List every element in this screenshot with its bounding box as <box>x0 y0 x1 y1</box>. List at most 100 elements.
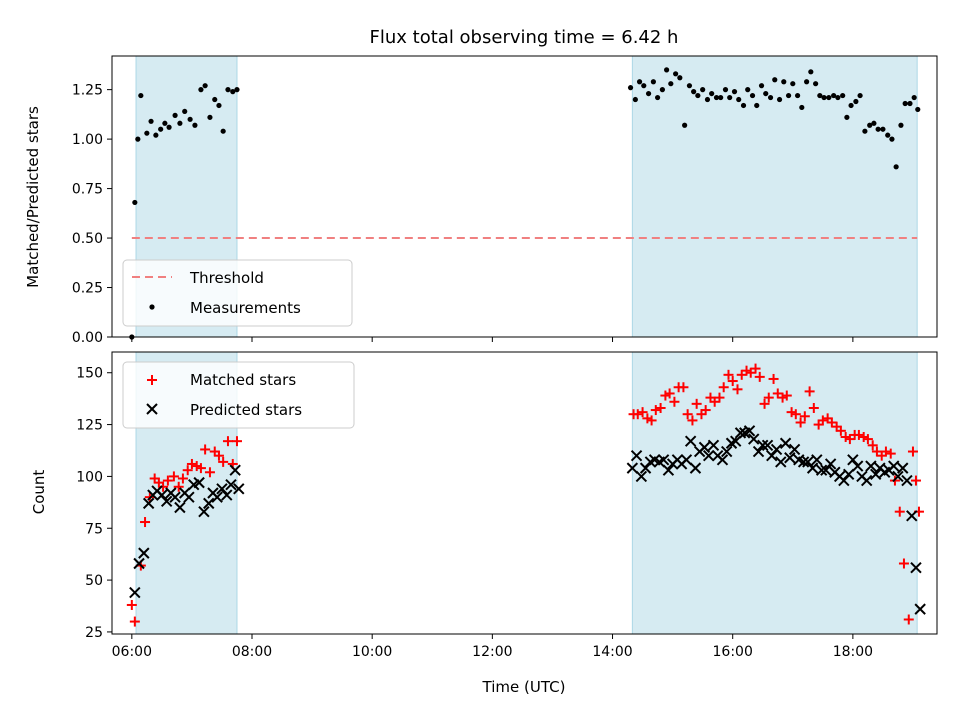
measurement-point <box>135 136 141 142</box>
top-axes-frame <box>111 55 938 338</box>
predicted-x-b <box>716 454 729 466</box>
matched-star-point <box>204 467 215 478</box>
matched-star-point <box>799 411 810 422</box>
y-tick-label: 150 <box>76 366 103 382</box>
predicted-x-b <box>662 464 675 476</box>
measurement-point <box>758 83 765 89</box>
measurement-point <box>636 79 643 85</box>
y-tick-label: 0.00 <box>72 330 103 346</box>
measurement-point <box>871 120 877 126</box>
predicted-star-point <box>626 462 639 474</box>
predicted-x-b <box>811 454 823 466</box>
predicted-star-point <box>720 445 733 458</box>
measurement-point <box>709 90 715 97</box>
predicted-star-point <box>684 435 697 447</box>
measurement-point <box>182 108 188 115</box>
measurement-point <box>772 77 778 83</box>
predicted-star-point <box>824 458 837 470</box>
measurement-point <box>776 96 783 103</box>
legend-predicted-label: Predicted stars <box>190 401 302 419</box>
predicted-star-point <box>779 437 792 449</box>
predicted-star-point <box>689 462 702 474</box>
measurement-point <box>220 128 226 134</box>
measurement-point <box>650 79 656 85</box>
matched-star-point <box>632 409 643 420</box>
legend-measurement-label: Measurements <box>190 299 301 317</box>
predicted-x-b <box>914 603 926 615</box>
predicted-star-point <box>870 468 882 481</box>
x-tick-label: 12:00 <box>472 644 512 660</box>
predicted-x-b <box>216 483 228 495</box>
measurement-point <box>915 106 921 113</box>
measurement-point <box>632 96 638 103</box>
measurement-point <box>627 85 634 91</box>
matched-star-point <box>880 446 891 457</box>
measurement-point <box>722 87 729 93</box>
matched-star-point <box>781 390 792 401</box>
matched-star-point <box>910 475 921 486</box>
measurement-point <box>745 87 751 93</box>
predicted-star-point <box>203 497 215 510</box>
matched-star-point <box>867 440 878 451</box>
measurement-point <box>148 118 154 124</box>
predicted-star-point <box>174 501 186 514</box>
legend-matched-label: Matched stars <box>190 371 296 389</box>
predicted-x-b <box>174 501 186 514</box>
predicted-x-b <box>757 439 769 452</box>
predicted-x-b <box>797 456 810 468</box>
measurement-point <box>207 114 213 120</box>
predicted-star-point <box>233 483 245 495</box>
matched-star-point <box>687 415 698 426</box>
matched-star-point <box>718 382 729 393</box>
matched-star-point <box>750 363 761 374</box>
predicted-star-point <box>229 464 241 476</box>
predicted-star-point <box>815 464 828 476</box>
measurement-point <box>785 92 792 99</box>
measurement-point <box>682 122 688 128</box>
measurement-point <box>153 132 159 138</box>
matched-star-point <box>129 616 140 627</box>
predicted-star-point <box>761 439 774 452</box>
matched-star-point <box>808 402 819 413</box>
bottom-legend: Matched stars Predicted stars <box>122 361 355 429</box>
predicted-star-point <box>221 489 233 501</box>
measurement-point <box>821 94 827 101</box>
measurement-point <box>799 104 805 111</box>
measurement-point <box>212 96 218 103</box>
predicted-star-point <box>860 474 873 487</box>
predicted-x-b <box>707 439 720 452</box>
measurement-point <box>216 102 222 109</box>
predicted-star-point <box>193 476 205 489</box>
predicted-x-b <box>689 462 702 474</box>
predicted-star-point <box>138 547 150 559</box>
measurement-point <box>158 126 164 132</box>
measurement-point <box>166 124 172 130</box>
matched-star-point <box>646 415 657 426</box>
predicted-x-b <box>142 497 155 510</box>
predicted-x-b <box>793 454 805 466</box>
predicted-star-point <box>129 586 141 599</box>
predicted-x-b <box>870 468 882 481</box>
matched-star-point <box>231 436 242 447</box>
matched-star-point <box>898 558 909 569</box>
predicted-x-b <box>183 491 195 503</box>
measurement-point <box>132 199 138 206</box>
predicted-star-point <box>160 495 173 508</box>
predicted-star-point <box>865 460 877 472</box>
measurement-point <box>813 81 819 87</box>
predicted-x-b <box>752 445 765 458</box>
measurement-point <box>202 83 208 89</box>
measurement-point <box>713 94 720 101</box>
measurement-point <box>673 71 679 77</box>
matched-star-point <box>664 388 675 399</box>
measurement-point <box>664 67 670 73</box>
measurement-point <box>192 122 198 128</box>
predicted-star-point <box>914 603 926 615</box>
matched-star-point <box>894 506 905 517</box>
predicted-star-point <box>784 452 796 464</box>
measurement-point <box>848 102 854 109</box>
x-tick-label: 14:00 <box>592 644 632 660</box>
predicted-star-point <box>707 439 720 452</box>
measurement-point <box>907 100 913 107</box>
